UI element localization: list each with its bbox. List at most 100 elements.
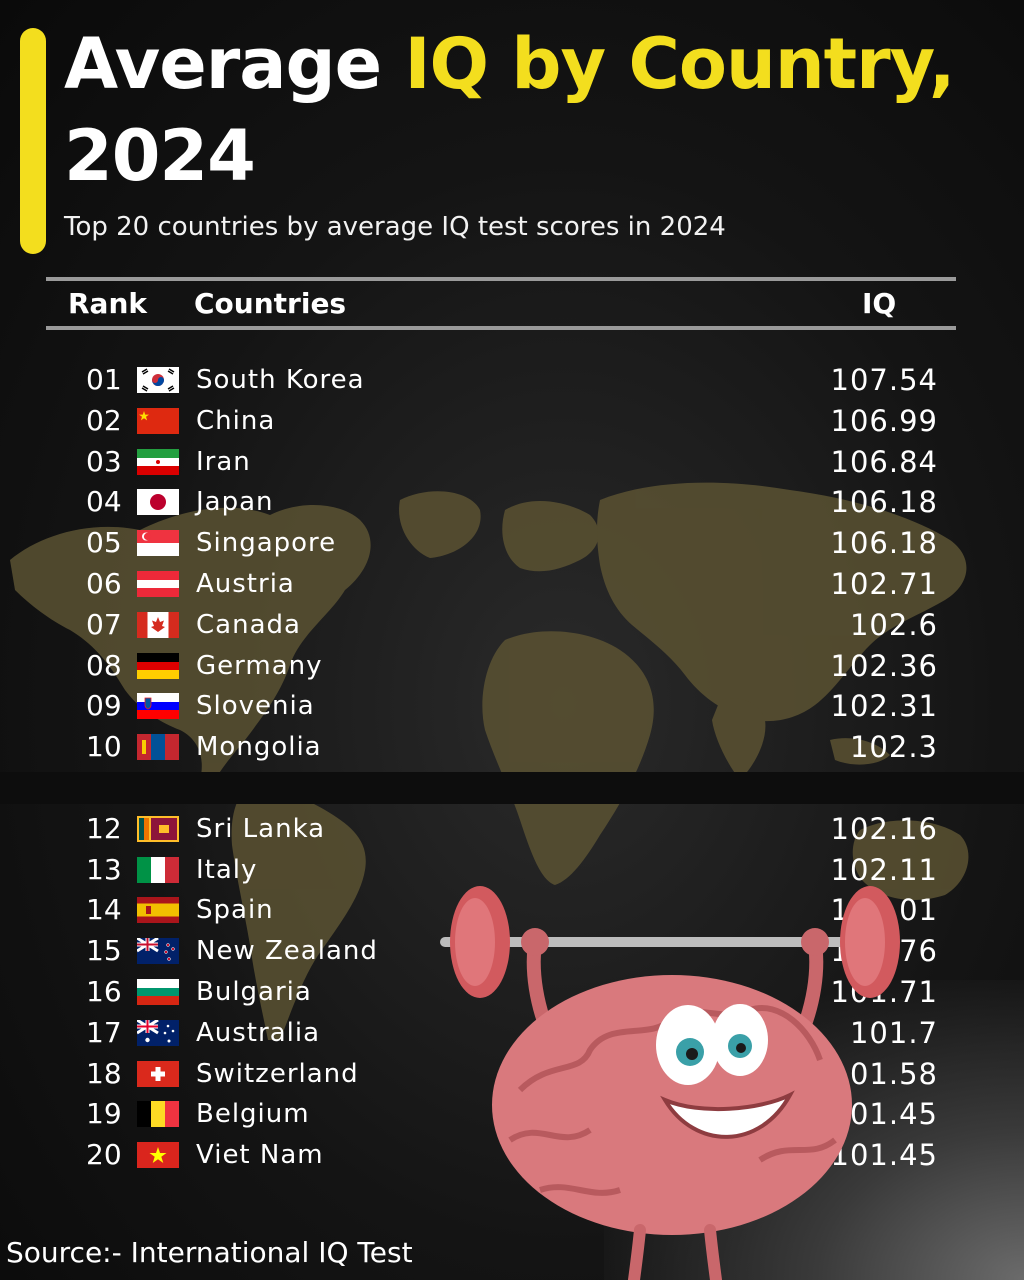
table-row: 20 Viet Nam 101.45	[0, 1135, 1024, 1175]
rank-label: 06	[86, 567, 122, 600]
country-name: Germany	[196, 650, 323, 681]
rank-label: 14	[86, 893, 122, 927]
flag-be-icon	[137, 1101, 179, 1128]
title-highlight: IQ by Country,	[404, 23, 956, 105]
flag-de-icon	[137, 652, 179, 679]
row-gap-band	[0, 772, 1024, 804]
table-row: 10 Mongolia 102.3	[0, 727, 1024, 767]
country-name: South Korea	[196, 365, 365, 395]
iq-value: 107.54	[830, 363, 938, 397]
column-header-rank: Rank	[68, 287, 148, 320]
iq-value: 102.11	[830, 852, 938, 887]
table-row: 04 Japan 106.18	[0, 482, 1024, 522]
flag-vn-icon	[137, 1142, 179, 1169]
iq-value: 101.7	[849, 1015, 938, 1050]
flag-kr-icon	[137, 367, 179, 393]
rank-label: 04	[86, 485, 122, 519]
flag-jp-icon	[137, 489, 179, 516]
flag-it-icon	[137, 856, 179, 883]
country-name: New Zealand	[196, 936, 378, 967]
column-header-iq: IQ	[862, 287, 897, 320]
country-name: Canada	[196, 609, 301, 640]
flag-at-icon	[137, 571, 179, 597]
table-row: 18 Switzerland 101.58	[0, 1054, 1024, 1094]
rank-label: 10	[86, 730, 122, 764]
country-name: Italy	[196, 854, 258, 885]
flag-es-icon	[137, 897, 179, 924]
country-name: Bulgaria	[196, 977, 312, 1007]
flag-cn-icon	[137, 407, 179, 434]
country-name: Austria	[196, 569, 295, 599]
country-name: Mongolia	[196, 732, 322, 763]
flag-lk-icon	[137, 815, 179, 842]
flag-mn-icon	[137, 734, 179, 761]
country-name: China	[196, 405, 276, 436]
rank-label: 19	[86, 1097, 122, 1131]
table-row: 17 Australia 101.7	[0, 1013, 1024, 1053]
rank-label: 15	[86, 934, 122, 968]
table-row: 07 Canada 102.6	[0, 605, 1024, 645]
rank-label: 17	[86, 1015, 122, 1049]
iq-value: 106.99	[830, 403, 938, 438]
flag-sg-icon	[137, 530, 179, 557]
rank-label: 05	[86, 526, 122, 560]
rank-label: 03	[86, 444, 122, 478]
rank-label: 18	[86, 1056, 122, 1090]
rank-label: 07	[86, 607, 122, 641]
table-row: 08 Germany 102.36	[0, 646, 1024, 686]
iq-value: 102.31	[830, 689, 938, 724]
rank-label: 16	[86, 975, 122, 1008]
title-part1: Average	[64, 23, 405, 105]
iq-value: 102.36	[830, 648, 938, 683]
iq-value: 106.18	[830, 526, 938, 561]
country-name: Belgium	[196, 1099, 310, 1130]
rank-label: 01	[86, 363, 122, 396]
table-row: 13 Italy 102.11	[0, 850, 1024, 890]
flag-ir-icon	[137, 448, 179, 475]
flag-si-icon	[137, 693, 179, 720]
accent-bar	[20, 28, 46, 254]
rank-label: 12	[86, 811, 122, 845]
flag-au-icon	[137, 1019, 179, 1046]
rank-label: 08	[86, 648, 122, 682]
flag-ca-icon	[137, 611, 179, 638]
iq-value: 102.71	[830, 567, 938, 601]
rank-label: 20	[86, 1138, 122, 1172]
iq-value: 101.45	[830, 1138, 938, 1173]
header-rule-bottom	[46, 326, 956, 330]
page-title: Average IQ by Country, 2024	[64, 18, 1004, 202]
column-header-countries: Countries	[194, 287, 347, 320]
flag-bg-icon	[137, 979, 179, 1005]
title-part2: 2024	[64, 115, 256, 197]
rank-label: 02	[86, 403, 122, 437]
table-row: 02 China 106.99	[0, 401, 1024, 441]
iq-value: 106.84	[830, 444, 938, 479]
rank-label: 09	[86, 689, 122, 723]
table-row: 06 Austria 102.71	[0, 564, 1024, 604]
country-name: Iran	[196, 446, 251, 477]
table-row: 12 Sri Lanka 102.16	[0, 809, 1024, 849]
country-name: Sri Lanka	[196, 813, 326, 844]
country-name: Spain	[196, 895, 274, 926]
country-name: Australia	[196, 1017, 321, 1048]
iq-value: 102.16	[830, 811, 938, 846]
table-row: 05 Singapore 106.18	[0, 523, 1024, 563]
table-row: 09 Slovenia 102.31	[0, 686, 1024, 726]
table-row: 03 Iran 106.84	[0, 442, 1024, 482]
table-row: 01 South Korea 107.54	[0, 360, 1024, 400]
country-name: Viet Nam	[196, 1140, 324, 1171]
iq-value: 102.6	[849, 607, 938, 642]
source-note: Source:- International IQ Test	[6, 1236, 413, 1269]
table-row: 19 Belgium 101.45	[0, 1094, 1024, 1134]
flag-ch-icon	[137, 1060, 179, 1087]
country-name: Switzerland	[196, 1058, 359, 1089]
flag-nz-icon	[137, 938, 179, 965]
brain-weightlifter-illustration	[440, 886, 900, 1280]
world-map-background	[10, 482, 969, 1040]
country-name: Slovenia	[196, 691, 315, 722]
rank-label: 13	[86, 852, 122, 886]
header-rule-top	[46, 277, 956, 281]
iq-value: 106.18	[830, 485, 938, 520]
table-row: 16 Bulgaria 101.71	[0, 972, 1024, 1012]
country-name: Singapore	[196, 528, 337, 559]
